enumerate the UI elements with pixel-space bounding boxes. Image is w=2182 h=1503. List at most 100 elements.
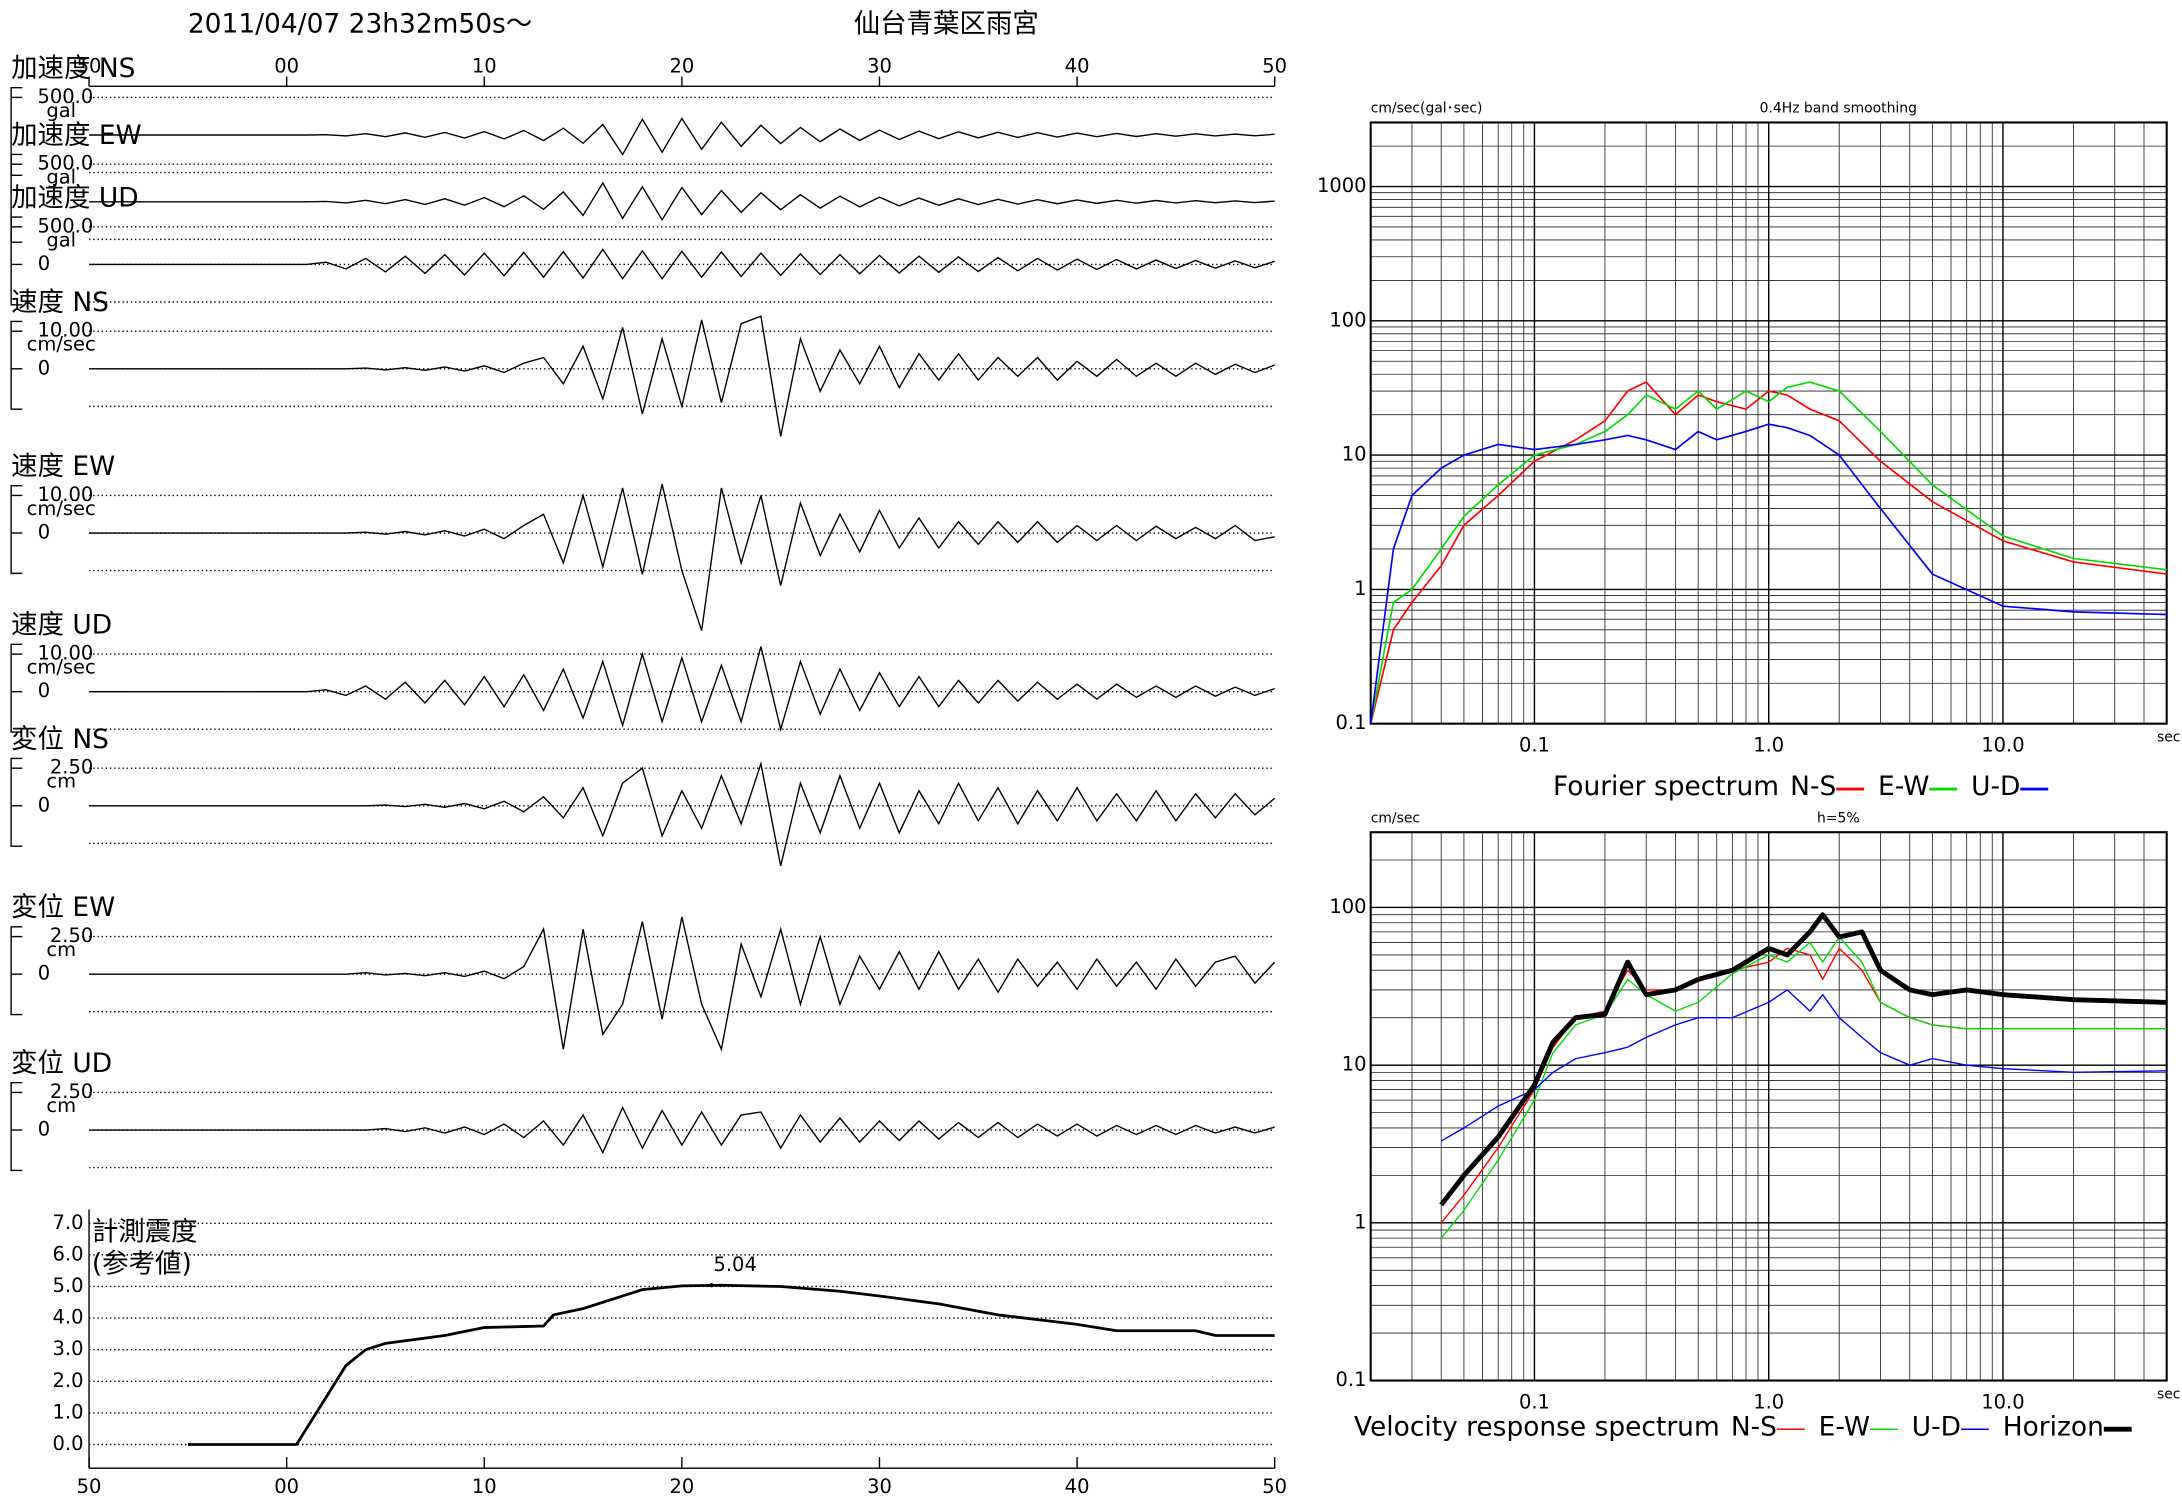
y-tick-label: 10.00: [37, 319, 93, 342]
panel-bracket: [10, 153, 23, 243]
x-tick-label: 0.1: [1519, 1390, 1550, 1413]
y-tick-label: 1: [1354, 577, 1366, 600]
y-tick-label: 1: [1354, 1210, 1366, 1233]
x-tick-label: 50: [77, 1475, 102, 1498]
legend-label: U-D: [1912, 1411, 1961, 1442]
x-tick-label: 00: [274, 1475, 299, 1498]
y-tick-label: 0: [38, 521, 50, 544]
y-tick-label: 1000: [1317, 174, 1367, 197]
panel-bracket: [10, 484, 23, 575]
unit-label: gal: [46, 99, 76, 122]
series-line: [1440, 989, 2167, 1142]
unit-label: gal: [46, 228, 76, 251]
panel-title: 変位 NS: [11, 724, 109, 755]
y-tick-label: 0: [38, 962, 50, 985]
panel-bracket: [10, 86, 23, 177]
legend-title: Velocity response spectrum: [1354, 1411, 1720, 1442]
panel-title: 変位 EW: [11, 892, 115, 923]
panel-title: 速度 NS: [11, 287, 109, 318]
x-tick-label: 20: [669, 54, 694, 77]
x-tick-label: 40: [1065, 54, 1090, 77]
x-tick-label: 10: [472, 54, 497, 77]
waveform-line: [89, 315, 1275, 437]
y-tick-label: 6.0: [53, 1242, 84, 1265]
x-tick-label: 30: [867, 54, 892, 77]
waveform-line: [89, 646, 1275, 732]
timestamp: 2011/04/07 23h32m50s〜: [188, 9, 532, 40]
unit-label: cm/sec: [27, 333, 96, 356]
waveform-line: [89, 916, 1276, 1052]
panel-title: 変位 UD: [11, 1048, 112, 1079]
unit-label: cm/sec: [27, 655, 96, 678]
y-tick-label: 3.0: [53, 1337, 84, 1360]
series-line: [1440, 936, 2167, 1239]
y-tick-label: 10: [1342, 1053, 1367, 1076]
legend-label: E-W: [1878, 771, 1929, 802]
y-tick-label: 0.0: [53, 1432, 84, 1455]
unit-label: gal: [46, 166, 76, 189]
chart-subtitle: 0.4Hz band smoothing: [1760, 101, 1917, 117]
x-tick-label: 1.0: [1753, 733, 1784, 756]
x-tick-label: 30: [867, 1475, 892, 1498]
y-tick-label: 10: [1342, 443, 1367, 466]
x-tick-label: 10.0: [1981, 1390, 2024, 1413]
waveform-line: [89, 181, 1275, 222]
y-tick-label: 100: [1329, 308, 1366, 331]
panel-bracket: [10, 216, 23, 306]
panel-title: 加速度 UD: [11, 183, 138, 214]
waveform-line: [89, 1105, 1275, 1155]
x-tick-label: 20: [669, 1475, 694, 1498]
y-tick-label: 2.50: [50, 924, 93, 947]
chart-title: 計測震度: [92, 1217, 198, 1248]
legend-label: Horizon: [2003, 1411, 2104, 1442]
waveform-line: [89, 248, 1275, 280]
x-unit: sec: [2157, 730, 2180, 746]
x-tick-label: 10.0: [1981, 733, 2024, 756]
panel-bracket: [10, 1082, 23, 1172]
x-tick-label: 40: [1065, 1475, 1090, 1498]
series-line: [1439, 912, 2167, 1207]
series-line: [1369, 381, 2167, 724]
y-tick-label: 0.1: [1336, 711, 1367, 734]
panel-title: 加速度 NS: [11, 53, 135, 84]
unit-label: cm: [46, 770, 76, 793]
x-tick-label: 1.0: [1753, 1390, 1784, 1413]
panel-bracket: [10, 926, 23, 1016]
series-line: [1369, 381, 2167, 724]
x-unit: sec: [2157, 1386, 2180, 1402]
unit-label: cm/sec: [27, 497, 96, 520]
waveform-line: [89, 760, 1276, 867]
peak-label: 5.04: [713, 1253, 756, 1276]
legend-label: U-D: [1971, 771, 2020, 802]
y-tick-label: 0: [38, 679, 50, 702]
legend-title: Fourier spectrum: [1553, 771, 1779, 802]
legend-label: E-W: [1819, 1411, 1870, 1442]
y-tick-label: 500.0: [37, 85, 93, 108]
y-axis-label: cm/sec(gal･sec): [1371, 101, 1483, 117]
x-tick-label: 0.1: [1519, 733, 1550, 756]
y-tick-label: 0: [38, 793, 50, 816]
x-tick-label: 50: [1262, 1475, 1287, 1498]
panel-title: 加速度 EW: [11, 120, 142, 151]
y-tick-label: 2.0: [53, 1369, 84, 1392]
panel-title: 速度 UD: [11, 610, 112, 641]
panel-title: 速度 EW: [11, 451, 115, 482]
unit-label: cm: [46, 938, 76, 961]
y-tick-label: 500.0: [37, 152, 93, 175]
station-name: 仙台青葉区雨宮: [854, 9, 1039, 40]
y-tick-label: 10.00: [37, 642, 93, 665]
chart-subtitle: (参考値): [92, 1249, 192, 1280]
y-tick-label: 2.50: [50, 756, 93, 779]
y-tick-label: 0: [38, 1118, 50, 1141]
waveform-line: [89, 117, 1275, 156]
y-tick-label: 7.0: [53, 1211, 84, 1234]
series-line: [1369, 423, 2167, 724]
panel-bracket: [10, 757, 23, 847]
y-tick-label: 0: [38, 252, 50, 275]
intensity-line: [187, 1283, 1275, 1446]
y-tick-label: 0: [38, 356, 50, 379]
x-tick-label: 00: [274, 54, 299, 77]
y-tick-label: 0.1: [1336, 1368, 1367, 1391]
y-tick-label: 100: [1329, 895, 1366, 918]
